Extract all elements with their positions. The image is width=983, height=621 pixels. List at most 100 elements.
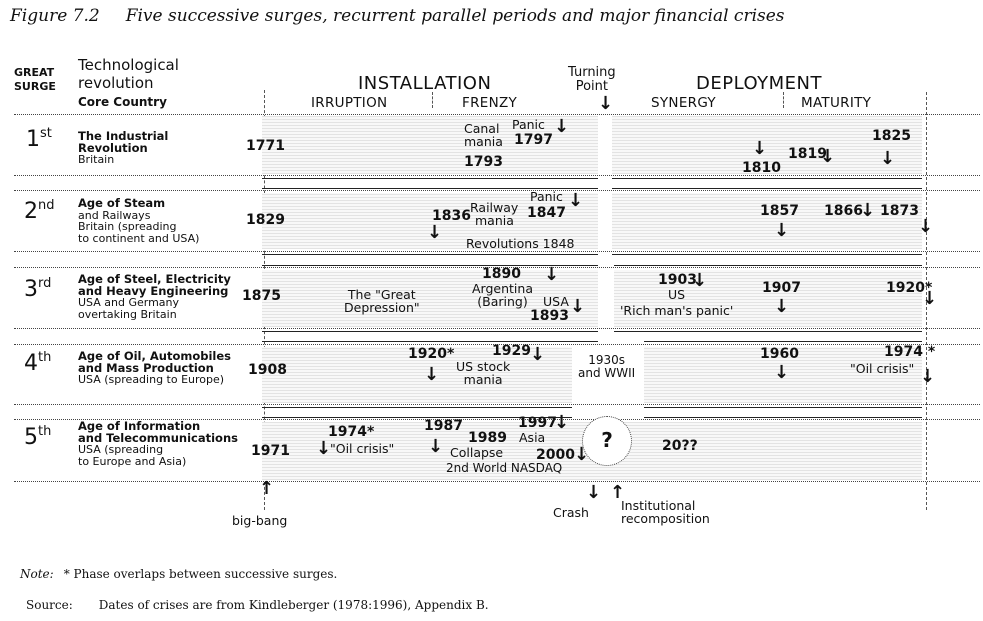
surge-3-revolution: Age of Steel, Electricity and Heavy Engin… [78,272,231,321]
crisis-1920: 1920* [886,280,933,296]
row-line [14,344,980,345]
revolutions-1848-label: Revolutions 1848 [466,236,575,251]
surge-boundary-line [644,407,922,408]
crisis-1929-arrow-icon: ↓ [530,344,546,365]
crisis-1825-arrow-icon: ↓ [880,148,896,169]
row-line [14,190,980,191]
surge-2-start-year: 1829 [246,212,285,228]
turning-point-question: ? [582,416,632,466]
tech-revolution-header: Technological revolution Core Country [78,56,179,111]
big-bang-label: big-bang [232,513,288,528]
note-label: Note: [20,567,54,581]
asia-label: Asia [519,430,546,445]
figure-label: Figure 7.2 [10,6,100,26]
core-country-header: Core Country [78,95,167,109]
panic-1847-label: Panic [530,189,563,204]
surge-5-start-year: 1971 [251,443,290,459]
crisis-1810: 1810 [742,160,781,176]
divider-irruption-frenzy [432,92,433,108]
row-line [14,114,980,115]
turning-point-header: Turning Point [568,66,616,94]
crisis-1920-star: 1920* [408,346,455,362]
source-text: Dates of crises are from Kindleberger (1… [98,598,489,612]
deployment-header: DEPLOYMENT [696,73,823,94]
turning-point-line2: Point [575,79,608,94]
crisis-1819-arrow-icon: ↓ [820,146,836,167]
crisis-1920-star-arrow-icon: ↓ [424,364,440,385]
crisis-1920-arrow-icon: ↓ [922,288,938,309]
phase-synergy: SYNERGY [651,95,716,111]
surge-boundary-line [644,417,922,418]
surge-4-revolution: Age of Oil, Automobiles and Mass Producti… [78,349,232,386]
gap-surge-4 [572,347,644,403]
crisis-1847-arrow-icon: ↓ [568,190,584,211]
surge-boundary-line [644,341,922,342]
rich-mans-panic-label: 'Rich man's panic' [620,303,734,318]
surge-5-revolution: Age of Information and Telecommunications… [78,419,238,468]
surge-boundary-line [262,178,598,179]
crisis-1903-arrow-icon: ↓ [692,270,708,291]
crisis-1929: 1929 [492,343,531,359]
note-text: * Phase overlaps between successive surg… [63,567,338,581]
gap-surge-1 [598,116,612,174]
overlap-star: * [924,280,933,296]
crisis-1857-arrow-icon: ↓ [774,220,790,241]
surge-boundary-line [612,188,922,189]
argentina-baring-label: Argentina (Baring) [472,281,533,309]
row-line [14,404,980,405]
surge-4-ordinal: 4th [24,350,52,376]
usa-label: USA [543,294,569,309]
surge-5-ordinal: 5th [24,424,52,450]
crisis-1907: 1907 [762,280,801,296]
surge-boundary-line [262,265,598,266]
crisis-1974-star: 1974 * [884,344,936,360]
row-line [14,419,980,420]
phase-irruption: IRRUPTION [311,95,388,111]
source: Source: Dates of crises are from Kindlebe… [26,598,489,612]
crisis-1903: 1903 [658,272,697,288]
crisis-1836: 1836 [432,208,471,224]
crisis-1997: 1997 [518,415,557,431]
crisis-1960-arrow-icon: ↓ [774,362,790,383]
canal-mania-label: Canal mania [464,121,503,149]
surge-boundary-line [612,178,922,179]
row-line [14,251,980,252]
phase-maturity: MATURITY [801,95,872,111]
nasdaq-label: 2nd World NASDAQ [446,461,563,475]
band-surge-3 [262,270,922,327]
surge-boundary-line [262,407,572,408]
surge-boundary-line [262,417,572,418]
panic-1797-label: Panic [512,117,545,132]
figure-caption: Figure 7.2 Five successive surges, recurr… [10,6,785,26]
gap-surge-2 [598,193,612,249]
crisis-1989: 1989 [468,430,507,446]
crisis-1825: 1825 [872,128,911,144]
turning-point-arrow-icon: ↓ [598,93,614,114]
surge-3-start-year: 1875 [242,288,281,304]
future-crisis-label: 20?? [662,438,698,454]
surge-1-start-year: 1771 [246,138,285,154]
us-stock-mania-label: US stock mania [456,359,511,387]
surge-4-start-year: 1908 [248,362,287,378]
crisis-1797: 1797 [514,132,553,148]
row-line [14,481,980,482]
crisis-1987-arrow-icon: ↓ [428,436,444,457]
crisis-1974: 1974* [328,424,375,440]
surge-boundary-line [614,331,922,332]
tech-header-line2: revolution [78,74,154,92]
crisis-1866-arrow-icon: ↓ [860,200,876,221]
phase-frenzy: FRENZY [462,95,518,111]
crisis-1997-arrow-icon: ↓ [554,412,570,433]
surge-2-revolution: Age of Steam and Railways Britain (spreadi… [78,196,200,245]
divider-end [926,92,927,510]
crisis-1836-arrow-icon: ↓ [427,222,443,243]
crisis-1974-arrow-icon: ↓ [316,438,332,459]
crisis-1974-star-arrow-icon: ↓ [920,366,936,387]
crisis-1866: 1866 [824,203,863,219]
surge-boundary-line [612,254,922,255]
big-bang-arrow-icon: ↑ [259,478,275,499]
crisis-1893: 1893 [530,308,569,324]
row-line [14,175,980,176]
surge-boundary-line [262,341,598,342]
divider-synergy-maturity [783,92,784,108]
